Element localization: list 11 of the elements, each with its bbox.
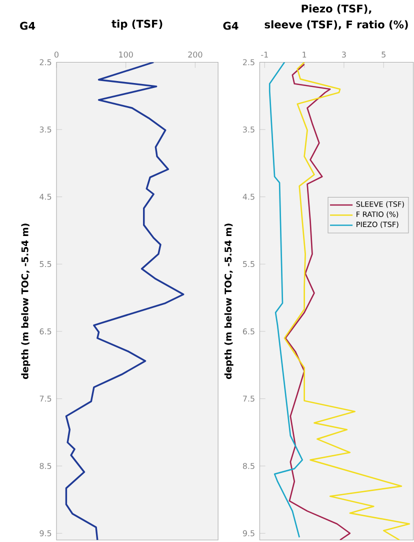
chart-subtitle: sleeve (TSF), F ratio (%) [264,20,408,30]
text: G4 [223,22,238,30]
y-axis-title: depth (m below TOC, -5.54 m) [224,224,234,379]
line-series [284,62,410,540]
chart-title: tip (TSF) [111,20,162,30]
y-axis-title: depth (m below TOC, -5.54 m) [21,224,30,379]
line-series [268,62,303,538]
line-series [65,62,184,540]
line-series [284,64,350,540]
text: G4 [20,22,35,30]
chart-title: Piezo (TSF), [302,4,371,14]
